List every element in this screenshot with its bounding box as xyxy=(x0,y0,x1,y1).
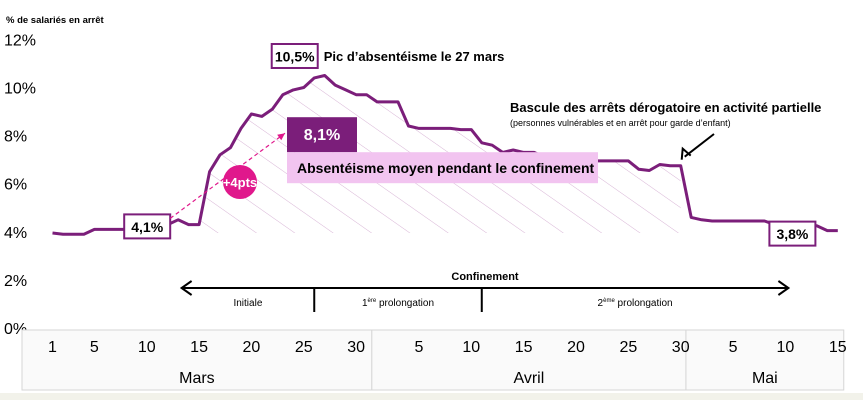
month-band xyxy=(21,329,373,391)
y-tick-label: 0% xyxy=(4,321,27,338)
period-arrow-right xyxy=(777,280,791,296)
bascule-title: Bascule des arrêts dérogatoire en activi… xyxy=(510,100,821,115)
y-axis-label: % de salariés en arrêt xyxy=(6,15,105,26)
end-value-label: 3,8% xyxy=(776,226,808,242)
series-line xyxy=(52,74,838,236)
confinement-period-bar: Confinement Initiale 1ère prolongation 2ème… xyxy=(179,271,791,312)
end-value-box xyxy=(768,220,817,247)
y-tick-label: 12% xyxy=(4,32,36,49)
bascule-arrow xyxy=(684,133,715,158)
increase-label: +4pts xyxy=(223,175,257,190)
x-tick-label: 30 xyxy=(347,339,365,356)
x-tick-label: 10 xyxy=(138,339,156,356)
period-segment-label: Initiale xyxy=(233,298,262,309)
start-value-label: 4,1% xyxy=(131,219,163,235)
x-tick-label: 5 xyxy=(90,339,99,356)
annotations: 4,1% 10,5% Pic d’absentéisme le 27 mars 3,8… xyxy=(123,43,821,247)
footer-strip xyxy=(0,393,863,400)
bascule-arrowhead xyxy=(680,146,692,160)
increase-circle xyxy=(223,165,257,199)
y-tick-label: 4% xyxy=(4,225,27,242)
peak-value-label: 10,5% xyxy=(275,49,315,65)
x-tick-label: 15 xyxy=(515,339,533,356)
period-arrow-left xyxy=(179,280,193,296)
start-value-box xyxy=(123,213,172,240)
x-tick-label: 1 xyxy=(48,339,57,356)
peak-value-box xyxy=(270,43,319,69)
x-tick-label: 10 xyxy=(777,339,795,356)
month-band xyxy=(371,329,687,391)
x-tick-label: 20 xyxy=(243,339,261,356)
x-tick-label: 20 xyxy=(567,339,585,356)
x-tick-label: 15 xyxy=(190,339,208,356)
peak-annotation: Pic d’absentéisme le 27 mars xyxy=(324,49,505,64)
x-tick-label: 5 xyxy=(729,339,738,356)
x-tick-label: 30 xyxy=(672,339,690,356)
period-title: Confinement xyxy=(451,271,519,283)
x-tick-label: 5 xyxy=(414,339,423,356)
period-segment-label: 2ème prolongation xyxy=(598,298,673,309)
average-value-box xyxy=(287,117,357,153)
x-tick-label: 25 xyxy=(619,339,637,356)
month-label: Mai xyxy=(752,370,778,387)
y-axis-ticks: 0% 2% 4% 6% 8% 10% 12% xyxy=(4,32,36,338)
bascule-subtitle: (personnes vulnérables et en arrêt pour … xyxy=(510,118,731,128)
y-tick-label: 2% xyxy=(4,273,27,290)
y-tick-label: 6% xyxy=(4,177,27,194)
x-tick-label: 15 xyxy=(829,339,847,356)
x-tick-label: 25 xyxy=(295,339,313,356)
month-label: Avril xyxy=(513,370,544,387)
x-tick-label: 10 xyxy=(462,339,480,356)
average-text-box xyxy=(287,152,598,184)
month-label: Mars xyxy=(179,370,215,387)
month-band xyxy=(685,329,845,391)
y-tick-label: 8% xyxy=(4,129,27,146)
y-tick-label: 10% xyxy=(4,81,36,98)
average-value-label: 8,1% xyxy=(304,127,340,144)
period-segment-label: 1ère prolongation xyxy=(362,298,434,309)
increase-arrowhead xyxy=(277,133,285,141)
average-annotation: Absentéisme moyen pendant le confinement xyxy=(297,160,595,176)
